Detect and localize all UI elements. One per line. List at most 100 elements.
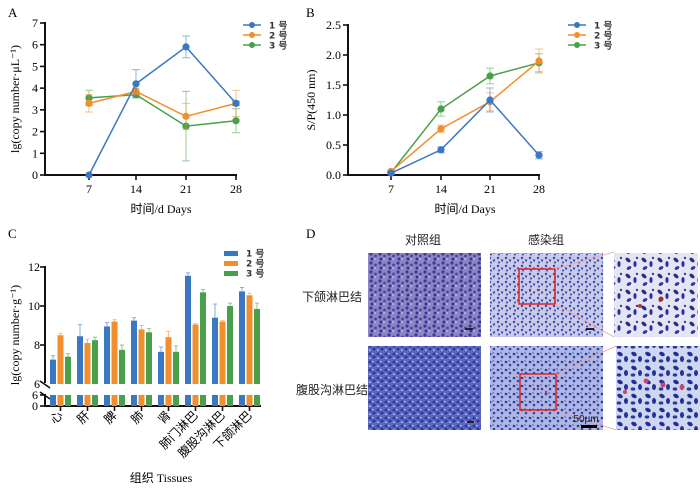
legend-marker [249,42,255,48]
bar-2-lower [57,395,64,406]
bar-1-lower [77,395,83,406]
y-tick-label: 2.5 [326,18,341,32]
bar-2-lower [111,395,118,406]
positive-signal [660,382,666,388]
error-bar [247,292,252,296]
bar-3-upper [254,308,260,384]
legend-label: 3 号 [594,41,612,52]
micrograph-zoom-mandibular [614,253,698,337]
error-bar [201,288,205,293]
error-bar [147,327,151,333]
bar-1-upper [239,291,245,384]
y-tick-label: 6 [34,377,40,391]
legend-label: 2 号 [246,259,264,270]
legend-marker [574,32,580,38]
series-line-2 [390,60,540,172]
legend-label: 1 号 [594,21,612,32]
error-bar [220,320,225,322]
series-line-3 [390,62,540,174]
legend-marker [574,42,580,48]
micrograph-infected-mandibular [490,253,603,337]
bar-2-upper [165,337,172,384]
bar-3-upper [173,351,179,384]
bar-2-lower [165,395,172,406]
bar-3-upper [227,306,233,384]
bar-1-upper [185,275,191,384]
zoom-connector-1b [554,303,615,338]
bar-1-upper [104,326,110,384]
data-point-series-1 [182,43,190,51]
bar-1-upper [212,317,218,384]
roi-box-inguinal [519,373,557,411]
y-tick-label: 8 [34,338,40,352]
scale-bar-label: 50μm [573,414,598,425]
data-point-series-1 [535,151,543,159]
data-point-series-3 [437,105,445,113]
chart-c: 68101206 心肝脾肺肾肺门淋巴腹股沟淋巴下颌淋巴 1 号2 号3 号 组织… [8,249,264,486]
y-tick-label: 6 [32,388,38,402]
error-bar [93,336,97,341]
error-bar [228,302,232,306]
error-bar [85,338,90,344]
data-point-series-1 [132,80,140,88]
bar-1-upper [77,336,83,384]
micrograph-zoom-inguinal [616,346,700,430]
legend-label: 1 号 [269,21,287,32]
positive-signal [643,378,649,384]
zoom-connector-2a [555,345,617,375]
y-tick-label: 1 [32,146,38,160]
bar-2-lower [84,395,91,406]
col-header-infected: 感染组 [528,232,564,247]
bar-3-upper [146,332,152,384]
bar-3-lower [119,395,125,406]
positive-signal [544,390,548,394]
positive-signal [536,387,540,391]
bar-2-lower [219,395,226,406]
roi-box-mandibular [518,268,556,305]
data-point-series-2 [85,99,93,107]
panel-letter-a: A [8,5,18,20]
x-tick-label: 14 [435,182,447,196]
y-tick-label: 0 [32,168,38,182]
legend-label: 2 号 [594,31,612,42]
zoom-connector-1a [554,251,615,270]
error-bar [255,302,259,309]
bar-3-lower [65,395,71,406]
x-tick-label: 肾 [155,408,173,426]
legend-swatch [224,251,238,256]
x-tick-label: 肝 [74,408,92,426]
error-bar [78,324,82,337]
bar-2-upper [111,321,118,384]
positive-signal [638,304,642,308]
bar-1-lower [50,395,56,406]
bar-1-lower [185,395,191,406]
chart-a: 0 1 2 3 4 5 6 7 7 14 21 28 1 号2 号3 号 时间/d Days lg(… [8,16,287,216]
positive-signal [529,290,531,292]
bar-2-lower [246,395,253,406]
micrograph-control-mandibular [368,253,481,337]
legend-label: 2 号 [269,31,287,42]
micrograph-control-inguinal [368,346,481,430]
x-tick-label: 7 [388,182,394,196]
data-point-series-1 [85,171,93,179]
legend-label: 3 号 [246,269,264,280]
bar-2-upper [57,335,64,384]
chart-c-axis-break-mark-1 [39,380,51,389]
error-bar [139,325,144,330]
panel-d-histology: 对照组 感染组 下颌淋巴结 腹股沟淋巴结 50μm [296,232,700,431]
x-tick-label: 14 [130,182,142,196]
scale-mark-2 [586,328,594,330]
scale-mark-1 [465,328,473,330]
y-tick-label: 2 [32,125,38,139]
panel-letter-b: B [306,5,315,20]
data-point-series-2 [182,112,190,120]
data-point-series-2 [535,57,543,65]
bar-3-lower [227,395,233,406]
error-bar [105,322,109,327]
error-bar [240,286,244,292]
y-tick-label: 3 [32,103,38,117]
chart-a-x-label: 时间/d Days [131,202,192,216]
y-tick-label: 0 [32,399,38,413]
bar-3-lower [254,395,260,406]
